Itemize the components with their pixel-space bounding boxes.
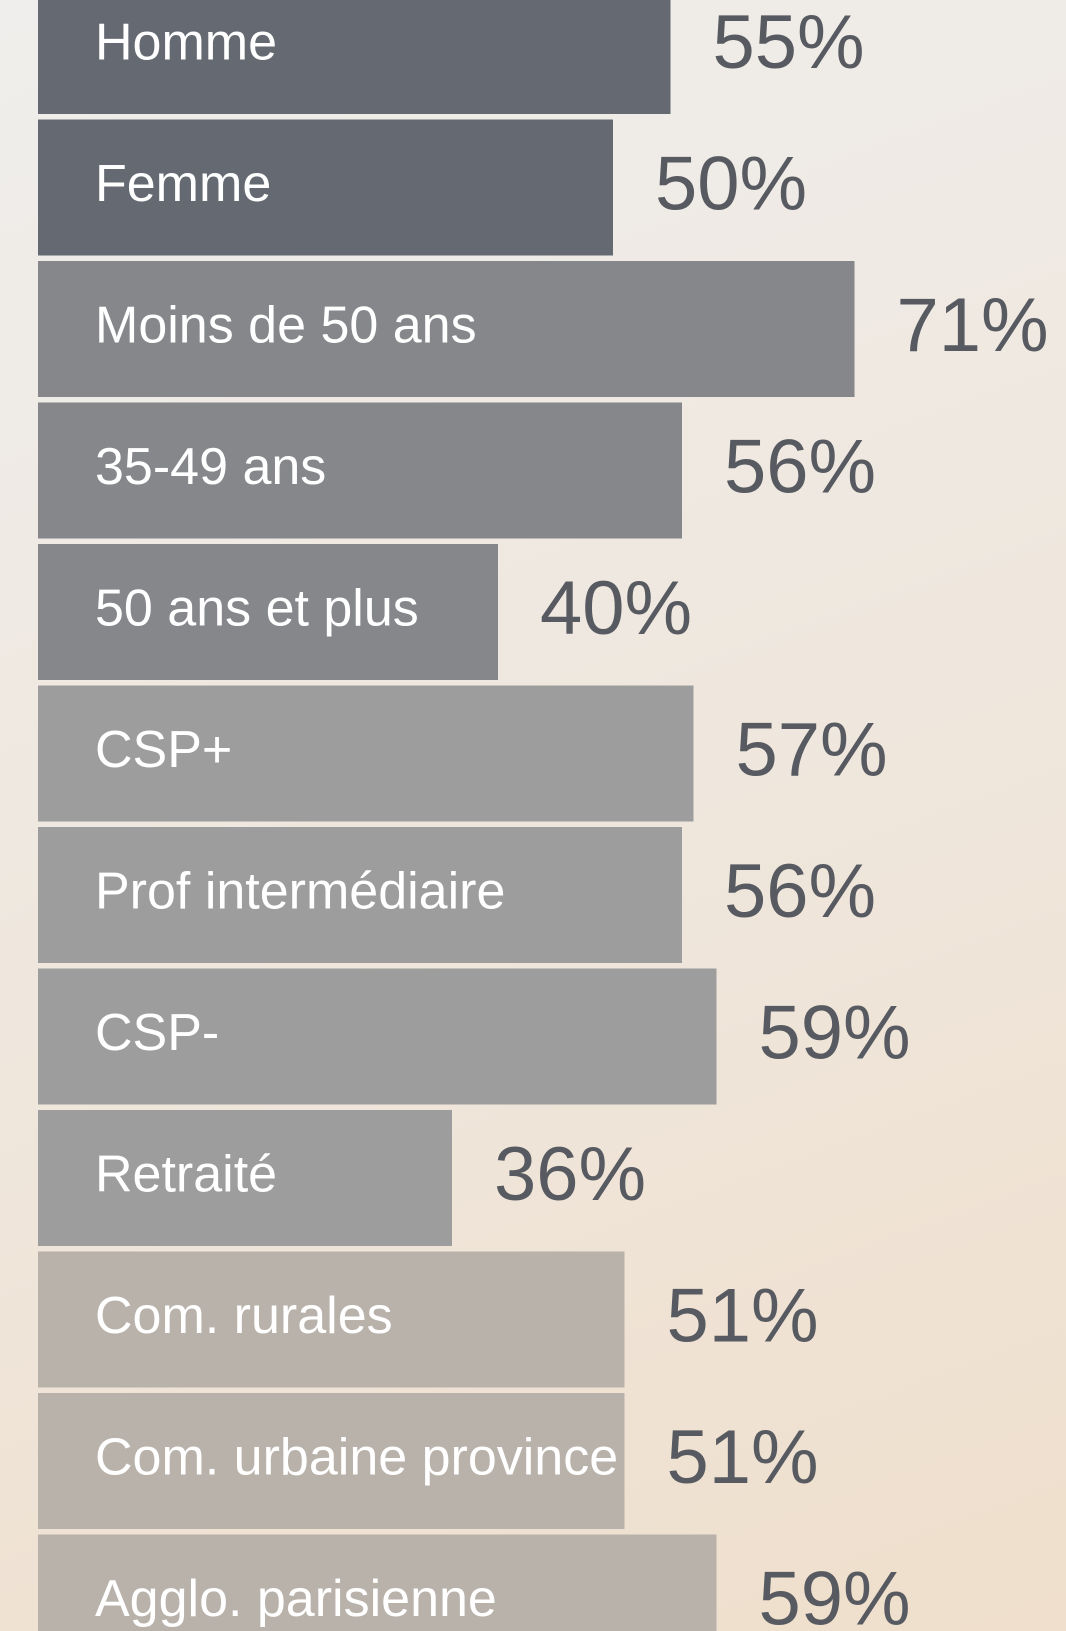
bar xyxy=(38,1534,717,1631)
category-label: Retraité xyxy=(95,1146,277,1204)
value-label: 71% xyxy=(897,283,1049,368)
category-label: Prof intermédiaire xyxy=(95,863,505,921)
bar xyxy=(38,1393,625,1529)
category-label: 35-49 ans xyxy=(95,438,326,496)
category-label: CSP+ xyxy=(95,721,232,779)
category-label: CSP- xyxy=(95,1004,219,1062)
value-label: 56% xyxy=(724,849,876,934)
bar xyxy=(38,261,855,397)
value-label: 36% xyxy=(494,1132,646,1217)
bar xyxy=(38,1251,625,1388)
category-label: Moins de 50 ans xyxy=(95,297,477,355)
bar xyxy=(38,119,613,256)
value-label: 59% xyxy=(759,991,911,1076)
bar xyxy=(38,544,498,680)
category-label: Agglo. parisienne xyxy=(95,1570,497,1628)
value-label: 50% xyxy=(655,142,807,227)
value-label: 59% xyxy=(759,1557,911,1631)
category-label: Com. urbaine province xyxy=(95,1429,618,1487)
category-label: Homme xyxy=(95,14,277,72)
category-label: Com. rurales xyxy=(95,1287,393,1345)
value-label: 51% xyxy=(667,1274,819,1359)
bar xyxy=(38,685,694,822)
category-label: Femme xyxy=(95,155,271,213)
category-label: 50 ans et plus xyxy=(95,580,419,638)
bar xyxy=(38,827,682,963)
bar xyxy=(38,1110,452,1246)
bar xyxy=(38,968,717,1105)
value-label: 56% xyxy=(724,425,876,510)
value-label: 57% xyxy=(736,708,888,793)
value-label: 55% xyxy=(713,0,865,85)
bar xyxy=(38,0,671,114)
value-label: 51% xyxy=(667,1415,819,1500)
bar xyxy=(38,402,682,539)
value-label: 40% xyxy=(540,566,692,651)
